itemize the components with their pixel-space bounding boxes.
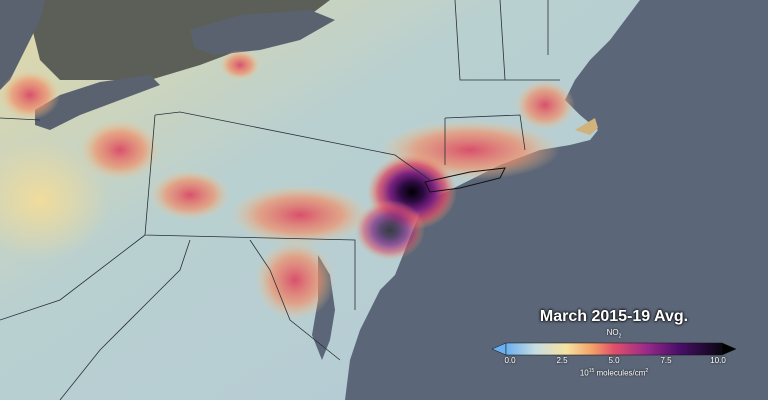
legend-title: March 2015-19 Avg.: [539, 308, 689, 325]
state-borders: [0, 0, 560, 400]
units-area-exponent: 2: [645, 368, 649, 374]
quantity-subscript: 2: [618, 333, 622, 340]
colorbar-high-arrow: [721, 342, 736, 356]
long-island: [424, 167, 506, 193]
colorbar-tick-label: 2.5: [556, 356, 568, 365]
lake-erie: [35, 75, 160, 130]
colorbar-tick-label: 10.0: [710, 356, 726, 365]
quantity-label: NO2: [492, 328, 736, 340]
lake-ontario: [190, 10, 335, 55]
colorbar-gradient: [505, 342, 723, 356]
quantity-name: NO: [606, 328, 619, 337]
colorbar-tick-label: 5.0: [608, 356, 620, 365]
no2-overlay: [0, 50, 575, 320]
units-exponent: 15: [588, 368, 595, 374]
cape-cod: [575, 118, 598, 135]
colorbar-tick-label: 0.0: [504, 356, 516, 365]
colorbar-low-arrow: [492, 342, 507, 356]
colorbar-tick-label: 7.5: [660, 356, 672, 365]
units-base: 10: [579, 368, 589, 378]
legend: March 2015-19 Avg. NO2 0.0 2.5 5.0 7.5 10.0 …: [492, 306, 736, 386]
lake-huron: [0, 0, 45, 90]
units-text: molecules/cm: [594, 368, 646, 378]
colorbar: [492, 342, 736, 356]
units-label: 1015 molecules/cm2: [492, 368, 736, 378]
colorbar-ticks: 0.0 2.5 5.0 7.5 10.0: [492, 356, 736, 368]
